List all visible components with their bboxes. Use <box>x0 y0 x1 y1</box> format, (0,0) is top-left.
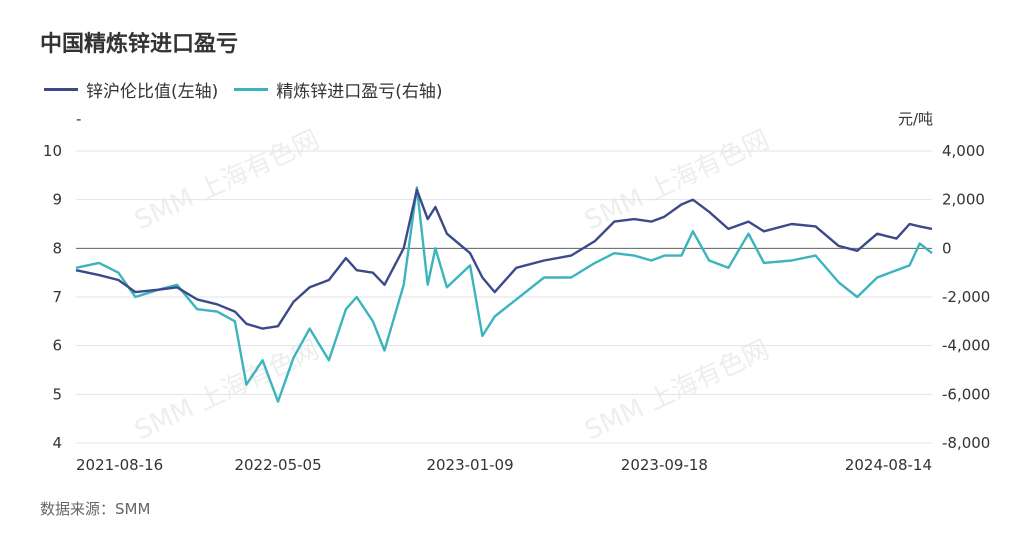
left-axis-tick-label: 6 <box>52 337 62 355</box>
legend-item-right-series: 精炼锌进口盈亏(右轴) <box>234 77 443 102</box>
data-source: 数据来源：SMM <box>40 500 151 518</box>
x-axis-tick-label: 2021-08-16 <box>76 456 163 474</box>
watermark-text: SMM 上海有色网 <box>130 125 324 237</box>
right-axis-unit: 元/吨 <box>898 110 933 128</box>
left-axis-tick-label: 9 <box>52 191 62 209</box>
left-axis-unit: - <box>76 110 81 128</box>
left-axis-tick-label: 8 <box>52 239 62 257</box>
left-axis-tick-label: 7 <box>52 288 62 306</box>
left-axis-tick-label: 4 <box>52 434 62 452</box>
right-axis-tick-label: 2,000 <box>942 191 985 209</box>
x-axis-tick-label: 2023-01-09 <box>426 456 513 474</box>
gridlines <box>76 150 932 444</box>
watermark-layer: SMM 上海有色网 SMM 上海有色网 SMM 上海有色网 SMM 上海有色网 <box>130 125 774 447</box>
legend-label-right-series: 精炼锌进口盈亏(右轴) <box>276 82 443 102</box>
legend-item-left-series: 锌沪伦比值(左轴) <box>44 77 218 102</box>
right-axis-tick-label: -8,000 <box>942 434 990 452</box>
series-layer <box>75 186 933 403</box>
watermark-text: SMM 上海有色网 <box>580 335 774 447</box>
axes: 4 5 6 7 8 9 10 -8,000 -6,000 -4,000 -2,000 0 2,000 4,… <box>43 142 990 474</box>
series-line-right <box>75 186 933 403</box>
chart-legend: 锌沪伦比值(左轴) 精炼锌进口盈亏(右轴) <box>44 77 459 102</box>
chart-title: 中国精炼锌进口盈亏 <box>40 32 239 57</box>
left-axis-tick-label: 10 <box>43 142 62 160</box>
right-axis-tick-label: 4,000 <box>942 142 985 160</box>
right-axis-tick-label: 0 <box>942 239 952 257</box>
legend-swatch-right-series <box>234 88 269 91</box>
right-axis-tick-label: -6,000 <box>942 385 990 403</box>
right-axis-tick-label: -2,000 <box>942 288 990 306</box>
right-axis-tick-label: -4,000 <box>942 337 990 355</box>
watermark-text: SMM 上海有色网 <box>580 125 774 237</box>
x-axis-tick-label: 2024-08-14 <box>845 456 932 474</box>
legend-swatch-left-series <box>44 88 78 91</box>
legend-label-left-series: 锌沪伦比值(左轴) <box>86 82 219 102</box>
x-axis-tick-label: 2022-05-05 <box>234 456 321 474</box>
watermark-text: SMM 上海有色网 <box>130 335 324 447</box>
series-line-left <box>75 188 933 330</box>
x-axis-tick-label: 2023-09-18 <box>621 456 708 474</box>
left-axis-tick-label: 5 <box>52 385 62 403</box>
